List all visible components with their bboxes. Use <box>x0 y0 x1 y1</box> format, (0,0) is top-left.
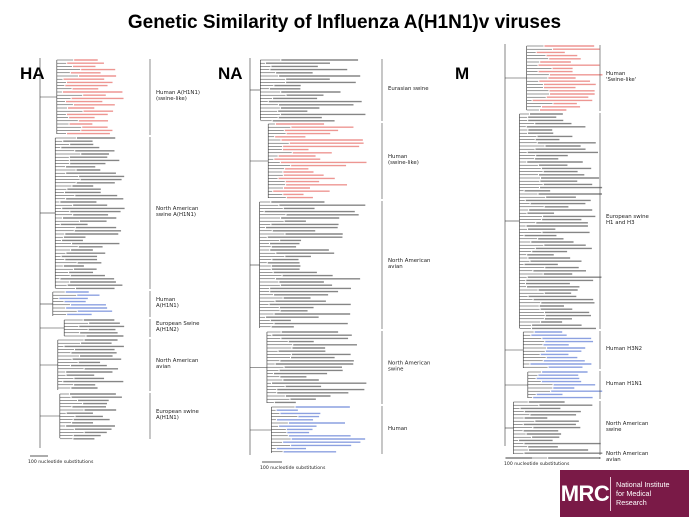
clade-4: North American swine <box>505 401 648 455</box>
scale-label: 100 nucleotide substitutions <box>504 461 570 467</box>
panel-label-ha: HA <box>20 64 45 83</box>
clade-label: North American swine <box>606 421 648 433</box>
mrc-logo: MRC National Institute for Medical Resea… <box>560 470 689 517</box>
clade-label: Human A(H1N1) (swine-like) <box>156 90 200 102</box>
panel-label-na: NA <box>218 64 243 83</box>
clade-label: North American avian <box>388 258 430 270</box>
clade-label: Human 'Swine-like' <box>606 71 636 83</box>
clade-label: North American avian <box>156 358 198 370</box>
clade-4: North American avian <box>40 339 198 391</box>
slide-title: Genetic Similarity of Influenza A(H1N1)v… <box>127 12 562 33</box>
clade-label: European swine H1 and H3 <box>606 214 650 226</box>
clade-0: Human A(H1N1) (swine-like) <box>40 59 200 135</box>
clade-label: North American swine <box>388 361 430 373</box>
clade-0: Eurasian swine <box>250 59 429 122</box>
clade-label: North American avian <box>606 451 648 463</box>
clade-0: Human 'Swine-like' <box>505 45 636 111</box>
clade-label: Human H1N1 <box>606 381 642 387</box>
tree-panel-m: Human 'Swine-like' European swine H1 and H3… <box>504 44 650 467</box>
scale-label: 100 nucleotide substitutions <box>28 459 94 465</box>
logo-divider <box>610 476 611 511</box>
logo-line-1: National Institute <box>616 480 670 489</box>
panel-label-m: M <box>455 64 470 83</box>
logo-line-3: Research <box>616 498 647 507</box>
tree-panel-na: Eurasian swine Human (swine-like) North Ame… <box>249 58 430 471</box>
clade-3: European Swine A(H1N2) <box>40 319 200 337</box>
clade-label: Human H3N2 <box>606 346 642 352</box>
logo-text: National Institute for Medical Research <box>616 480 670 507</box>
clade-1: Human (swine-like) <box>250 123 419 199</box>
clade-label: European Swine A(H1N2) <box>156 321 200 333</box>
logo-line-2: for Medical <box>616 489 652 498</box>
clade-2: Human H3N2 <box>505 331 642 369</box>
scale-label: 100 nucleotide substitutions <box>260 465 326 471</box>
clade-label: Eurasian swine <box>388 86 429 92</box>
clade-2: North American avian <box>250 201 430 329</box>
clade-2: Human A(H1N1) <box>40 291 179 317</box>
clade-label: North American swine A(H1N1) <box>156 206 198 218</box>
clade-label: Human <box>388 426 407 432</box>
logo-mark: MRC <box>560 480 610 506</box>
clade-5: European swine A(H1N1) <box>40 393 200 440</box>
tree-panel-ha: Human A(H1N1) (swine-like) North American s… <box>28 58 200 465</box>
clade-label: Human (swine-like) <box>388 154 419 166</box>
clade-3: North American swine <box>250 331 430 404</box>
clade-3: Human H1N1 <box>505 371 642 399</box>
clade-1: North American swine A(H1N1) <box>40 137 198 290</box>
clade-4: Human <box>250 406 407 454</box>
clade-label: Human A(H1N1) <box>156 297 179 309</box>
clade-1: European swine H1 and H3 <box>505 113 650 330</box>
clade-label: European swine A(H1N1) <box>156 409 200 421</box>
